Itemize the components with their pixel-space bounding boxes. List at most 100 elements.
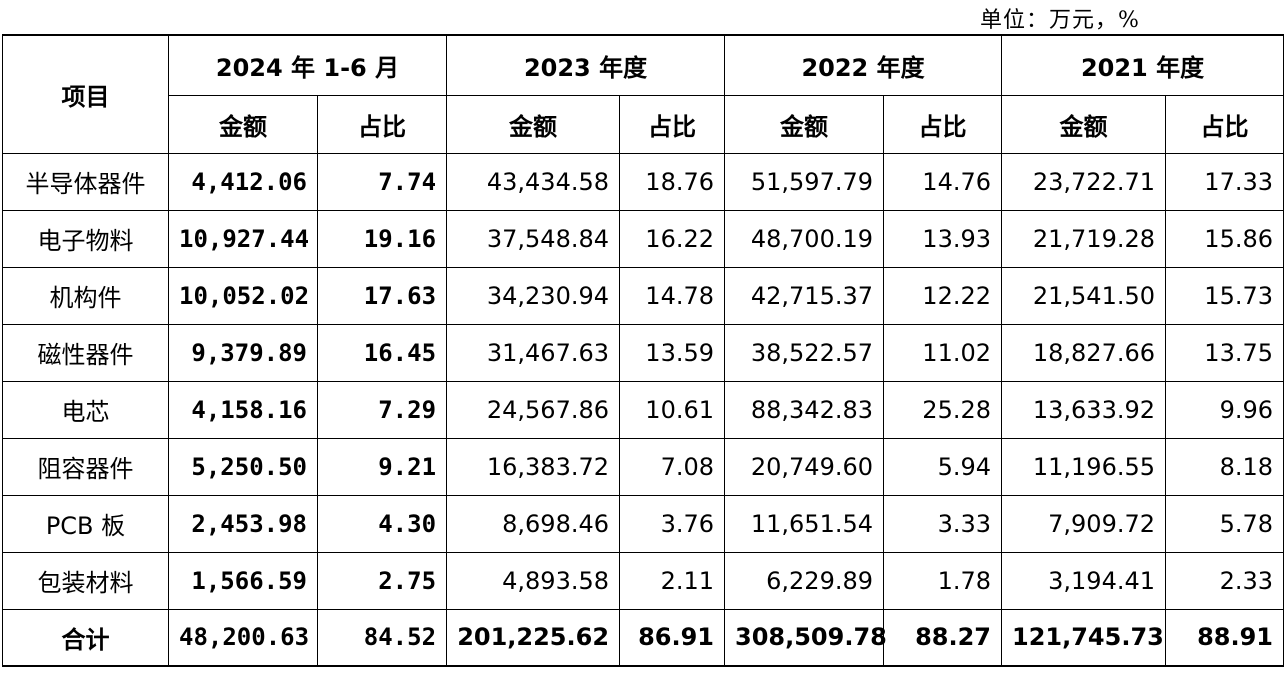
- amount-cell: 7,909.72: [1001, 494, 1167, 553]
- period-header: 2023 年度: [446, 34, 726, 96]
- ratio-cell: 9.96: [1165, 380, 1285, 439]
- ratio-header: 占比: [316, 94, 448, 154]
- amount-cell: 43,434.58: [446, 152, 621, 211]
- amount-cell: 38,522.57: [724, 323, 885, 382]
- table-row: 半导体器件 4,412.06 7.74 43,434.58 18.76 51,597.79…: [2, 152, 1285, 211]
- purchase-table: 项目 2024 年 1-6 月 2023 年度 2022 年度 2021 年度 …: [2, 34, 1285, 667]
- amount-cell: 23,722.71: [1001, 152, 1167, 211]
- amount-cell: 42,715.37: [724, 266, 885, 325]
- table-row: 机构件 10,052.02 17.63 34,230.94 14.78 42,715.37…: [2, 266, 1285, 325]
- amount-cell: 13,633.92: [1001, 380, 1167, 439]
- ratio-cell: 11.02: [883, 323, 1003, 382]
- amount-header: 金额: [168, 94, 318, 154]
- ratio-cell: 88.91: [1165, 608, 1285, 667]
- ratio-cell: 13.93: [883, 209, 1003, 268]
- table-body: 半导体器件 4,412.06 7.74 43,434.58 18.76 51,597.79…: [2, 152, 1285, 667]
- amount-cell: 20,749.60: [724, 437, 885, 496]
- unit-note: 单位：万元，%: [980, 8, 1140, 33]
- ratio-cell: 17.33: [1165, 152, 1285, 211]
- ratio-cell: 12.22: [883, 266, 1003, 325]
- ratio-cell: 13.59: [619, 323, 726, 382]
- ratio-cell: 14.78: [619, 266, 726, 325]
- ratio-cell: 2.11: [619, 551, 726, 610]
- amount-header: 金额: [446, 94, 621, 154]
- amount-cell: 88,342.83: [724, 380, 885, 439]
- ratio-cell: 88.27: [883, 608, 1003, 667]
- amount-cell: 10,052.02: [168, 266, 318, 325]
- ratio-header: 占比: [619, 94, 726, 154]
- amount-cell: 1,566.59: [168, 551, 318, 610]
- amount-cell: 24,567.86: [446, 380, 621, 439]
- amount-cell: 21,541.50: [1001, 266, 1167, 325]
- item-name: 机构件: [2, 266, 169, 325]
- item-name: 阻容器件: [2, 437, 169, 496]
- ratio-cell: 16.22: [619, 209, 726, 268]
- ratio-cell: 15.86: [1165, 209, 1285, 268]
- amount-cell: 5,250.50: [168, 437, 318, 496]
- amount-cell: 121,745.73: [1001, 608, 1167, 667]
- period-header: 2022 年度: [724, 34, 1003, 96]
- ratio-header: 占比: [1165, 94, 1285, 154]
- ratio-cell: 86.91: [619, 608, 726, 667]
- table-row: PCB 板 2,453.98 4.30 8,698.46 3.76 11,651.54 3.…: [2, 494, 1285, 553]
- ratio-cell: 1.78: [883, 551, 1003, 610]
- amount-cell: 31,467.63: [446, 323, 621, 382]
- table-row: 磁性器件 9,379.89 16.45 31,467.63 13.59 38,522.57…: [2, 323, 1285, 382]
- item-name: 半导体器件: [2, 152, 169, 211]
- ratio-cell: 8.18: [1165, 437, 1285, 496]
- amount-header: 金额: [724, 94, 885, 154]
- table-row: 包装材料 1,566.59 2.75 4,893.58 2.11 6,229.89 1.78…: [2, 551, 1285, 610]
- header-row-metrics: 金额 占比 金额 占比 金额 占比 金额 占比: [3, 94, 1285, 154]
- amount-header: 金额: [1001, 94, 1167, 154]
- period-header: 2021 年度: [1001, 34, 1285, 96]
- amount-cell: 21,719.28: [1001, 209, 1167, 268]
- item-name: 电子物料: [2, 209, 169, 268]
- amount-cell: 201,225.62: [446, 608, 621, 667]
- item-name: 包装材料: [2, 551, 169, 610]
- amount-cell: 51,597.79: [724, 152, 885, 211]
- amount-cell: 6,229.89: [724, 551, 885, 610]
- ratio-cell: 17.63: [316, 266, 448, 325]
- amount-cell: 37,548.84: [446, 209, 621, 268]
- amount-cell: 10,927.44: [168, 209, 318, 268]
- amount-cell: 11,196.55: [1001, 437, 1167, 496]
- table-row: 阻容器件 5,250.50 9.21 16,383.72 7.08 20,749.60 5.…: [2, 437, 1285, 496]
- item-name: PCB 板: [2, 494, 169, 553]
- amount-cell: 9,379.89: [168, 323, 318, 382]
- ratio-cell: 2.75: [316, 551, 448, 610]
- item-name: 磁性器件: [2, 323, 169, 382]
- amount-cell: 4,893.58: [446, 551, 621, 610]
- ratio-cell: 84.52: [316, 608, 448, 667]
- ratio-cell: 3.33: [883, 494, 1003, 553]
- ratio-cell: 7.08: [619, 437, 726, 496]
- ratio-cell: 18.76: [619, 152, 726, 211]
- ratio-cell: 7.29: [316, 380, 448, 439]
- amount-cell: 48,700.19: [724, 209, 885, 268]
- amount-cell: 4,412.06: [168, 152, 318, 211]
- ratio-cell: 10.61: [619, 380, 726, 439]
- amount-cell: 2,453.98: [168, 494, 318, 553]
- amount-cell: 3,194.41: [1001, 551, 1167, 610]
- table-row: 电芯 4,158.16 7.29 24,567.86 10.61 88,342.83 25.…: [2, 380, 1285, 439]
- amount-cell: 18,827.66: [1001, 323, 1167, 382]
- header-row-periods: 项目 2024 年 1-6 月 2023 年度 2022 年度 2021 年度: [2, 34, 1285, 154]
- ratio-cell: 15.73: [1165, 266, 1285, 325]
- table-row: 电子物料 10,927.44 19.16 37,548.84 16.22 48,700.1…: [2, 209, 1285, 268]
- amount-cell: 34,230.94: [446, 266, 621, 325]
- ratio-cell: 5.94: [883, 437, 1003, 496]
- amount-cell: 11,651.54: [724, 494, 885, 553]
- item-header: 项目: [2, 34, 169, 154]
- ratio-cell: 3.76: [619, 494, 726, 553]
- ratio-cell: 9.21: [316, 437, 448, 496]
- ratio-header: 占比: [883, 94, 1003, 154]
- ratio-cell: 14.76: [883, 152, 1003, 211]
- ratio-cell: 25.28: [883, 380, 1003, 439]
- ratio-cell: 7.74: [316, 152, 448, 211]
- ratio-cell: 19.16: [316, 209, 448, 268]
- amount-cell: 8,698.46: [446, 494, 621, 553]
- amount-cell: 4,158.16: [168, 380, 318, 439]
- period-header: 2024 年 1-6 月: [167, 34, 448, 96]
- amount-cell: 16,383.72: [446, 437, 621, 496]
- amount-cell: 48,200.63: [168, 608, 318, 667]
- ratio-cell: 2.33: [1165, 551, 1285, 610]
